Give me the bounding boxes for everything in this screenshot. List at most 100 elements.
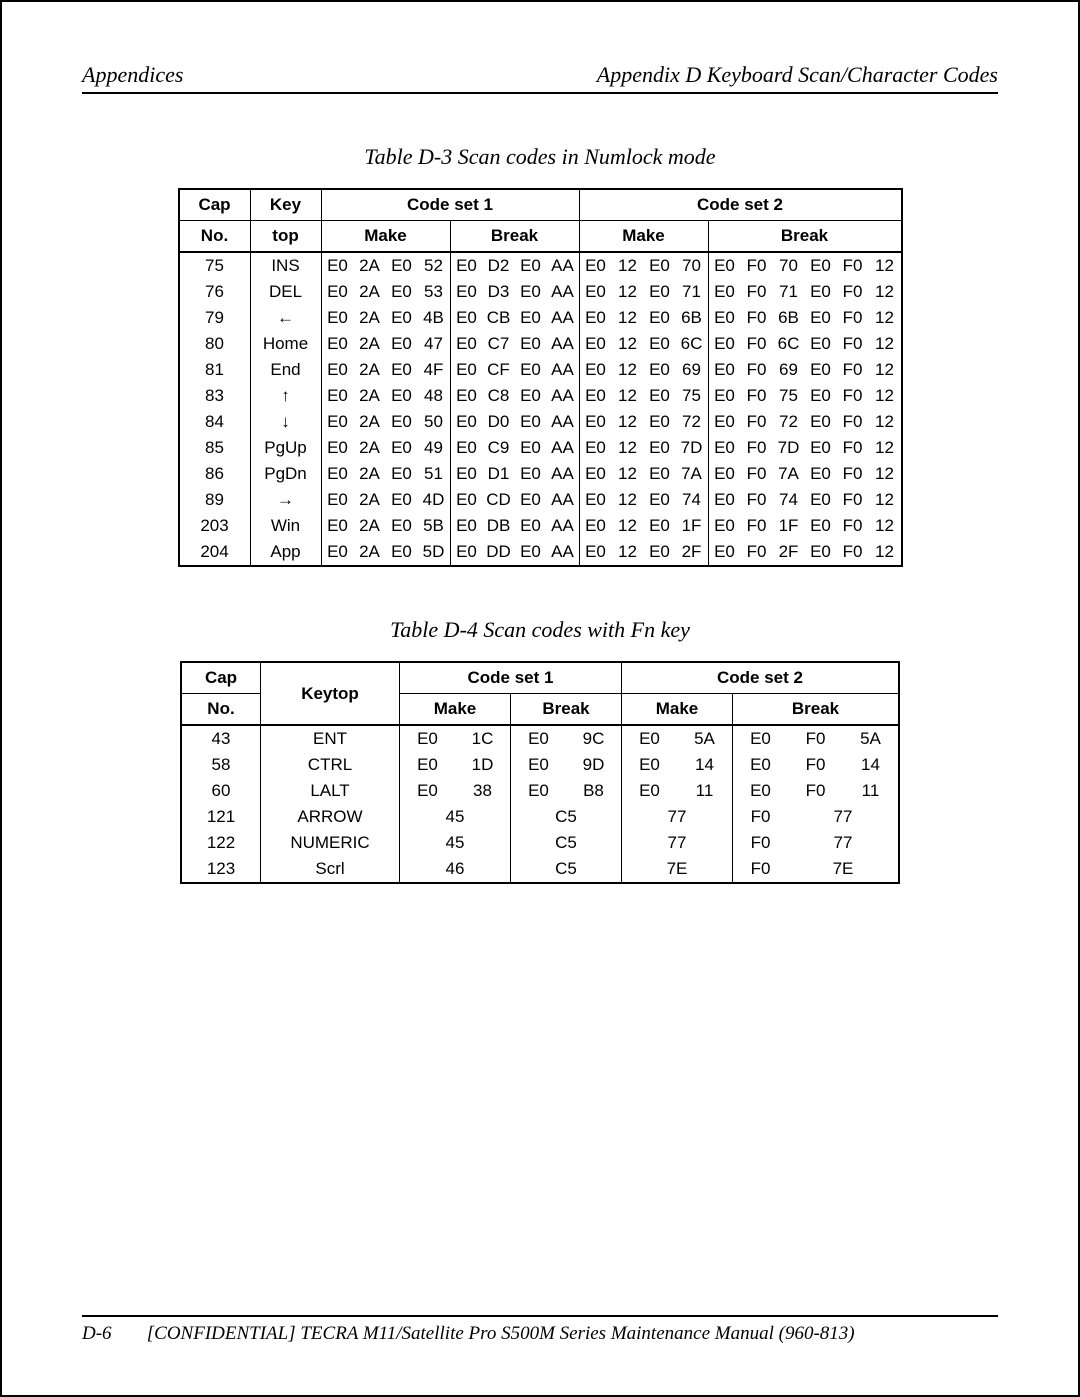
cell-hex: E0	[708, 539, 741, 566]
cell-hex: 72	[773, 409, 805, 435]
cell-hex: F0	[741, 487, 773, 513]
cell-hex: CF	[483, 357, 515, 383]
cell-hex: 2A	[354, 539, 386, 566]
cell-hex: AA	[547, 513, 580, 539]
cell-hex: 74	[773, 487, 805, 513]
hdr-top: top	[250, 221, 321, 253]
table-d4-caption: Table D-4 Scan codes with Fn key	[82, 617, 998, 643]
cell-hex: 1F	[773, 513, 805, 539]
cell-hex: F0	[733, 830, 789, 856]
cell-hex: E0	[644, 513, 676, 539]
cell-hex: E0	[321, 487, 354, 513]
cell-hex: E0	[733, 725, 789, 752]
cell-hex: E0	[400, 778, 456, 804]
table-d4: Cap Keytop Code set 1 Code set 2 No. Mak…	[180, 661, 900, 884]
cell-keytop: CTRL	[261, 752, 400, 778]
cell-hex: E0	[579, 539, 612, 566]
cell-hex: E0	[515, 409, 547, 435]
cell-hex: F0	[741, 331, 773, 357]
table-row: 204AppE02AE05DE0DDE0AAE012E02FE0F02FE0F0…	[179, 539, 902, 566]
cell-hex: E0	[805, 409, 837, 435]
hdr-make1-4: Make	[400, 694, 511, 726]
cell-hex: F0	[741, 305, 773, 331]
cell-hex: 5A	[677, 725, 733, 752]
cell-hex: DB	[483, 513, 515, 539]
cell-hex: F0	[741, 383, 773, 409]
cell-hex: F0	[741, 357, 773, 383]
cell-hex: F0	[741, 461, 773, 487]
cell-hex: E0	[622, 752, 678, 778]
cell-hex: E0	[515, 252, 547, 279]
cell-hex: 51	[418, 461, 451, 487]
cell-hex: 75	[676, 383, 709, 409]
cell-hex: 45	[400, 804, 511, 830]
cell-hex: E0	[386, 383, 418, 409]
table-row: 83↑E02AE048E0C8E0AAE012E075E0F075E0F012	[179, 383, 902, 409]
cell-keytop: App	[250, 539, 321, 566]
cell-hex: 5D	[418, 539, 451, 566]
cell-hex: 2A	[354, 461, 386, 487]
cell-hex: 7D	[773, 435, 805, 461]
cell-hex: E0	[321, 252, 354, 279]
cell-hex: AA	[547, 331, 580, 357]
cell-hex: 11	[677, 778, 733, 804]
cell-hex: 47	[418, 331, 451, 357]
cell-hex: 12	[869, 513, 902, 539]
cell-hex: E0	[515, 539, 547, 566]
hdr-make2-4: Make	[622, 694, 733, 726]
cell-hex: E0	[805, 252, 837, 279]
cell-hex: E0	[708, 279, 741, 305]
cell-keytop: Home	[250, 331, 321, 357]
cell-hex: AA	[547, 252, 580, 279]
table-row: 85PgUpE02AE049E0C9E0AAE012E07DE0F07DE0F0…	[179, 435, 902, 461]
cell-hex: 12	[612, 487, 644, 513]
table-row: 80HomeE02AE047E0C7E0AAE012E06CE0F06CE0F0…	[179, 331, 902, 357]
cell-hex: 14	[677, 752, 733, 778]
cell-hex: 52	[418, 252, 451, 279]
cell-hex: 75	[773, 383, 805, 409]
table-row: 89→E02AE04DE0CDE0AAE012E074E0F074E0F012	[179, 487, 902, 513]
cell-hex: 2A	[354, 435, 386, 461]
cell-hex: 12	[612, 513, 644, 539]
cell-hex: F0	[837, 435, 869, 461]
cell-hex: E0	[386, 305, 418, 331]
cell-capno: 83	[179, 383, 251, 409]
cell-hex: CD	[483, 487, 515, 513]
cell-hex: E0	[450, 252, 483, 279]
cell-hex: AA	[547, 461, 580, 487]
cell-hex: E0	[386, 539, 418, 566]
cell-hex: 2A	[354, 409, 386, 435]
cell-capno: 79	[179, 305, 251, 331]
hdr-cap: Cap	[179, 189, 251, 221]
cell-hex: E0	[450, 435, 483, 461]
cell-hex: F0	[837, 305, 869, 331]
cell-hex: F0	[733, 804, 789, 830]
cell-hex: 9D	[566, 752, 622, 778]
cell-hex: E0	[386, 513, 418, 539]
cell-capno: 89	[179, 487, 251, 513]
cell-hex: 12	[612, 331, 644, 357]
cell-hex: F0	[837, 383, 869, 409]
cell-hex: 12	[869, 305, 902, 331]
cell-hex: E0	[515, 357, 547, 383]
footer-text: [CONFIDENTIAL] TECRA M11/Satellite Pro S…	[147, 1323, 855, 1344]
cell-hex: E0	[386, 487, 418, 513]
cell-hex: 71	[773, 279, 805, 305]
cell-hex: AA	[547, 383, 580, 409]
cell-hex: E0	[708, 409, 741, 435]
cell-hex: E0	[644, 487, 676, 513]
cell-hex: F0	[837, 331, 869, 357]
cell-hex: 12	[869, 331, 902, 357]
cell-hex: 9C	[566, 725, 622, 752]
cell-hex: E0	[515, 383, 547, 409]
page: Appendices Appendix D Keyboard Scan/Char…	[0, 0, 1080, 1397]
cell-hex: E0	[644, 357, 676, 383]
cell-capno: 203	[179, 513, 251, 539]
cell-hex: F0	[837, 487, 869, 513]
header-left: Appendices	[82, 62, 183, 88]
cell-hex: E0	[733, 778, 789, 804]
cell-hex: E0	[579, 279, 612, 305]
hdr-no: No.	[179, 221, 251, 253]
cell-hex: 2F	[676, 539, 709, 566]
cell-capno: 84	[179, 409, 251, 435]
